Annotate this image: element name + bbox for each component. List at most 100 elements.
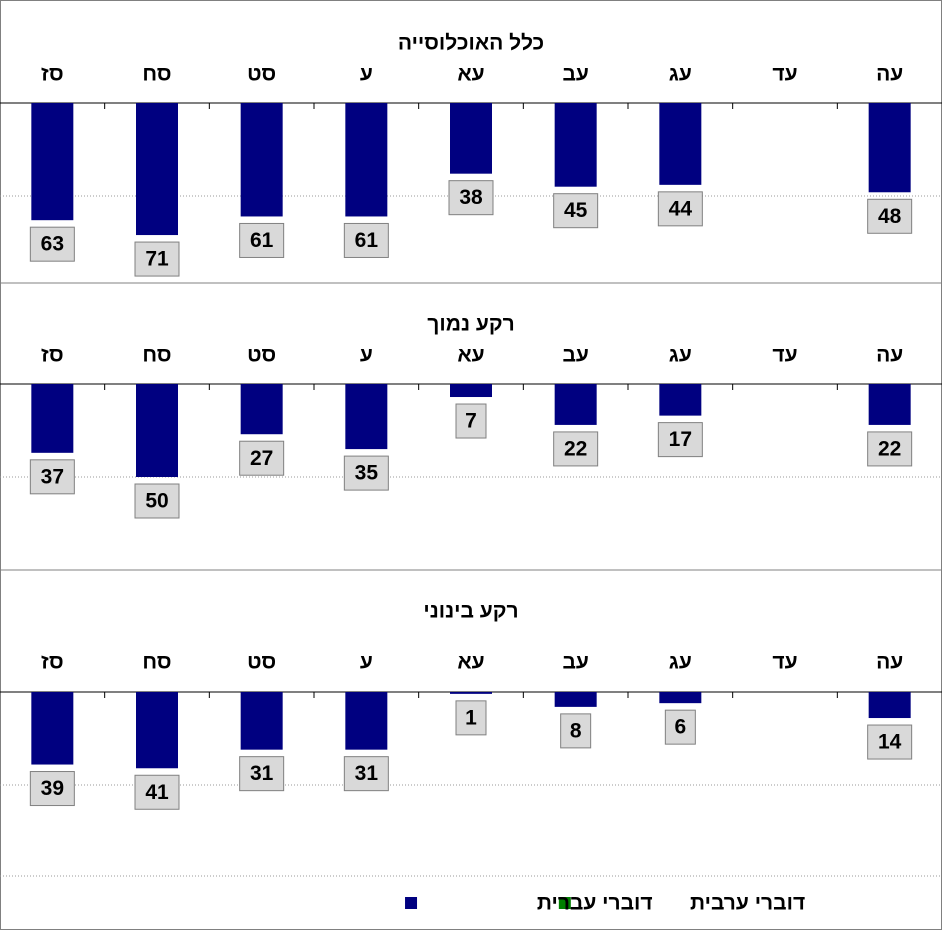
- value-label-box: [134, 774, 180, 810]
- bar: [659, 103, 702, 185]
- bar: [345, 103, 388, 217]
- x-tick-label: עא: [457, 344, 484, 367]
- bar: [659, 384, 702, 416]
- value-label: 61: [250, 229, 274, 252]
- value-label: 50: [145, 490, 168, 513]
- x-tick-label: עה: [876, 651, 903, 674]
- x-tick-label: עד: [772, 63, 797, 86]
- bar: [554, 692, 597, 707]
- value-label: 48: [878, 205, 902, 228]
- value-label-box: [867, 724, 913, 760]
- bar: [868, 692, 911, 719]
- value-label-box: [239, 440, 285, 476]
- value-label: 31: [250, 762, 274, 785]
- value-label-box: [343, 222, 389, 258]
- bar: [554, 384, 597, 425]
- value-label: 22: [564, 437, 587, 460]
- bar: [31, 103, 74, 221]
- legend-label: דוברי עברית: [537, 892, 653, 915]
- value-label: 14: [878, 731, 902, 754]
- value-label-box: [664, 709, 696, 745]
- value-label: 63: [41, 233, 64, 256]
- x-tick-label: עג: [669, 63, 692, 86]
- value-label: 44: [669, 197, 693, 220]
- x-tick-label: סח: [142, 344, 171, 367]
- value-label: 8: [570, 719, 582, 742]
- bar: [659, 692, 702, 704]
- panel-title: רקע בינוני: [423, 600, 518, 623]
- bar: [868, 103, 911, 193]
- x-tick-label: עב: [562, 651, 588, 674]
- bar: [450, 692, 492, 694]
- bar: [31, 384, 74, 453]
- value-label-box: [134, 483, 180, 519]
- bar: [136, 103, 178, 236]
- x-tick-label: סט: [247, 651, 276, 674]
- value-label: 45: [564, 199, 588, 222]
- x-tick-label: סח: [142, 63, 171, 86]
- value-label-box: [867, 198, 913, 234]
- bar: [345, 384, 388, 450]
- value-label-box: [560, 713, 592, 749]
- bar: [240, 384, 283, 435]
- bar: [31, 692, 74, 765]
- bar: [240, 692, 283, 750]
- value-label: 37: [41, 465, 64, 488]
- value-label: 61: [355, 229, 379, 252]
- x-tick-label: עג: [669, 651, 692, 674]
- bar: [136, 384, 178, 477]
- bar: [868, 384, 911, 425]
- value-label-box: [239, 756, 285, 792]
- value-label: 27: [250, 447, 273, 470]
- value-label-box: [448, 180, 494, 216]
- panel-title: כלל האוכלוסייה: [398, 32, 544, 55]
- value-label-box: [134, 241, 180, 277]
- value-label-box: [657, 191, 703, 227]
- legend-swatch: [558, 897, 571, 909]
- value-label: 39: [41, 777, 64, 800]
- value-label: 71: [145, 248, 169, 271]
- value-label: 22: [878, 437, 901, 460]
- bar: [554, 103, 597, 187]
- value-label-box: [343, 756, 389, 792]
- value-label-box: [553, 431, 599, 467]
- panel-title: רקע נמוך: [427, 313, 514, 336]
- x-tick-label: סט: [247, 344, 276, 367]
- value-label-box: [239, 222, 285, 258]
- x-tick-label: עג: [669, 344, 692, 367]
- x-tick-label: סט: [247, 63, 276, 86]
- x-tick-label: ע: [360, 651, 373, 674]
- value-label: 31: [355, 762, 379, 785]
- value-label-box: [455, 403, 487, 439]
- x-tick-label: עה: [876, 344, 903, 367]
- x-tick-label: עד: [772, 344, 797, 367]
- bar: [136, 692, 178, 769]
- legend-label: דוברי ערבית: [690, 892, 805, 915]
- value-label: 6: [674, 716, 686, 739]
- value-label-box: [343, 455, 389, 491]
- bar: [345, 692, 388, 750]
- value-label-box: [29, 226, 75, 262]
- x-tick-label: סז: [41, 651, 64, 674]
- x-tick-label: סז: [41, 344, 64, 367]
- value-label-box: [657, 422, 703, 458]
- legend-swatch: [405, 897, 418, 909]
- x-tick-label: עב: [562, 344, 588, 367]
- bar: [450, 384, 492, 398]
- x-tick-label: סח: [142, 651, 171, 674]
- value-label-box: [455, 700, 487, 736]
- value-label-box: [553, 193, 599, 229]
- value-label: 41: [145, 781, 169, 804]
- x-tick-label: עד: [772, 651, 797, 674]
- x-tick-label: עא: [457, 651, 484, 674]
- x-tick-label: עב: [562, 63, 588, 86]
- value-label: 7: [465, 410, 477, 433]
- value-label: 38: [459, 186, 483, 209]
- value-label-box: [29, 771, 75, 807]
- x-tick-label: ע: [360, 344, 373, 367]
- x-tick-label: סז: [41, 63, 64, 86]
- value-label-box: [867, 431, 913, 467]
- value-label: 35: [355, 462, 379, 485]
- bar: [450, 103, 492, 174]
